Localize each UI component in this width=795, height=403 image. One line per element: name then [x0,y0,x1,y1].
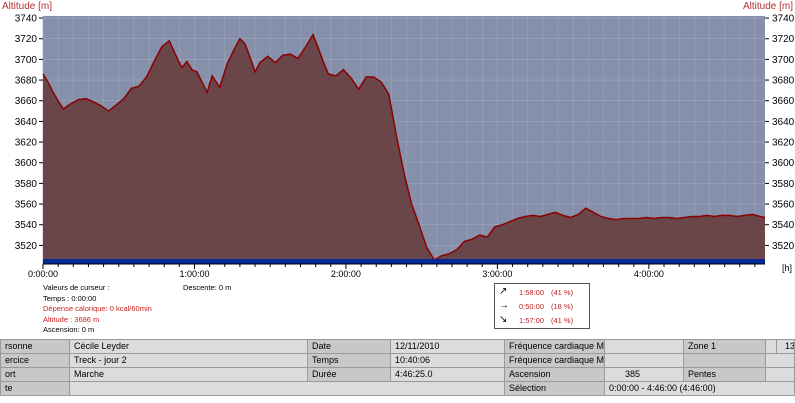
slope-row-flat: → 0:50:00 (18 %) [495,300,589,313]
arrow-up-right-icon: ↗ [499,286,508,297]
value-date: 12/11/2010 [390,339,505,354]
value-fc-moyenne [604,339,684,354]
value-temps: 10:40:06 [390,353,505,368]
y-tick-label-right: 3720 [772,34,795,45]
y-tick-label-left: 3640 [15,117,38,128]
label-temps: Temps [307,353,391,368]
label-sport: ort [0,367,70,382]
label-date: Date [307,339,391,354]
altitude-area [43,34,765,264]
value-sport: Marche [69,367,308,382]
y-tick-label-right: 3640 [772,117,795,128]
label-note: te [0,381,70,396]
x-axis: 0:00:00 1:00:00 2:00:00 3:00:00 4:00:00 [h] [28,263,792,279]
x-tick-label: 1:00:00 [179,269,209,279]
cursor-calorie: Dépense calorique: 0 kcal/60min [43,304,152,313]
y-tick-label-left: 3540 [15,220,38,231]
y-tick-label-left: 3660 [15,96,38,107]
arrow-right-icon: → [499,300,509,311]
y-axis-right-title: Altitude [m] [742,1,793,12]
altitude-line [42,32,766,261]
arrow-down-right-icon: ↘ [499,314,508,325]
y-tick-label-left: 3680 [15,76,38,87]
x-tick-label: 4:00:00 [634,269,664,279]
y-axis-left-title: Altitude [m] [2,1,53,12]
x-axis-title: [h] [782,263,792,273]
y-tick-label-left: 3580 [15,179,38,190]
value-empty [765,353,795,368]
cursor-ascension: Ascension: 0 m [43,325,95,334]
y-tick-label-right: 3660 [772,96,795,107]
baseline-bar [43,259,765,264]
slope-percent: (18 %) [551,302,574,311]
cursor-time: Temps : 0:00:00 [43,293,97,303]
cursor-altitude: Altitude : 3686 m [43,314,100,324]
label-fc-moyenne: Fréquence cardiaque Mo [504,339,605,354]
y-tick-label-right: 3600 [772,158,795,169]
label-personne: rsonne [0,339,70,354]
slope-stats-box: ↗ 1:58:00 (41 %) → 0:50:00 (18 %) ↘ 1:57… [494,283,590,329]
value-duree: 4:46:25.0 [390,367,505,382]
y-axis-right: 3520 3540 3560 3580 3600 3620 3640 3660 3680 3700… [765,14,795,252]
x-tick-label: 2:00:00 [331,269,361,279]
y-tick-label-right: 3540 [772,220,795,231]
y-axis-left: 3520 3540 3560 3580 3600 3620 3640 3660 3680 3700… [15,14,43,252]
label-duree: Durée [307,367,391,382]
label-empty [683,353,766,368]
y-tick-label-right: 3580 [772,179,795,190]
value-pentes [765,367,795,382]
value-ascension: 385 [604,367,684,382]
value-note [69,381,505,396]
label-fc-max: Fréquence cardiaque Ma [504,353,605,368]
value-selection: 0:00:00 - 4:46:00 (4:46:00) [604,381,795,396]
y-tick-label-left: 3700 [15,55,38,66]
label-exercice: ercice [0,353,70,368]
label-selection: Sélection [504,381,605,396]
cursor-values-title: Valeurs de curseur : [43,283,110,292]
slope-time: 1:58:00 [519,288,545,297]
y-tick-label-left: 3740 [15,14,38,25]
x-tick-label: 3:00:00 [482,269,512,279]
slope-row-up: ↗ 1:58:00 (41 %) [495,286,589,299]
y-tick-label-right: 3680 [772,76,795,87]
altitude-chart: 3520 3540 3560 3580 3600 3620 3640 3660 3680 3700… [15,14,795,279]
value-zone-1: 13 [776,339,795,354]
label-zone-1: Zone 1 [683,339,766,354]
y-tick-label-right: 3620 [772,138,795,149]
label-pentes: Pentes [683,367,766,382]
cursor-descente: Descente: 0 m [183,283,232,292]
label-ascension: Ascension [504,367,605,382]
slope-percent: (41 %) [551,316,574,325]
cursor-values-panel: Valeurs de curseur : Temps : 0:00:00 Dép… [43,283,152,336]
x-tick-label: 0:00:00 [28,269,58,279]
y-tick-label-right: 3740 [772,14,795,25]
y-tick-label-left: 3720 [15,34,38,45]
y-tick-label-left: 3520 [15,241,38,252]
slope-time: 1:57:00 [519,316,545,325]
slope-row-down: ↘ 1:57:00 (41 %) [495,314,589,327]
slope-time: 0:50:00 [519,302,545,311]
value-personne: Cécile Leyder [69,339,308,354]
y-tick-label-left: 3560 [15,200,38,211]
y-tick-label-right: 3520 [772,241,795,252]
y-tick-label-left: 3600 [15,158,38,169]
y-tick-label-right: 3700 [772,55,795,66]
value-fc-max [604,353,684,368]
slope-percent: (41 %) [551,288,574,297]
value-exercice: Treck - jour 2 [69,353,308,368]
y-tick-label-left: 3620 [15,138,38,149]
y-tick-label-right: 3560 [772,200,795,211]
